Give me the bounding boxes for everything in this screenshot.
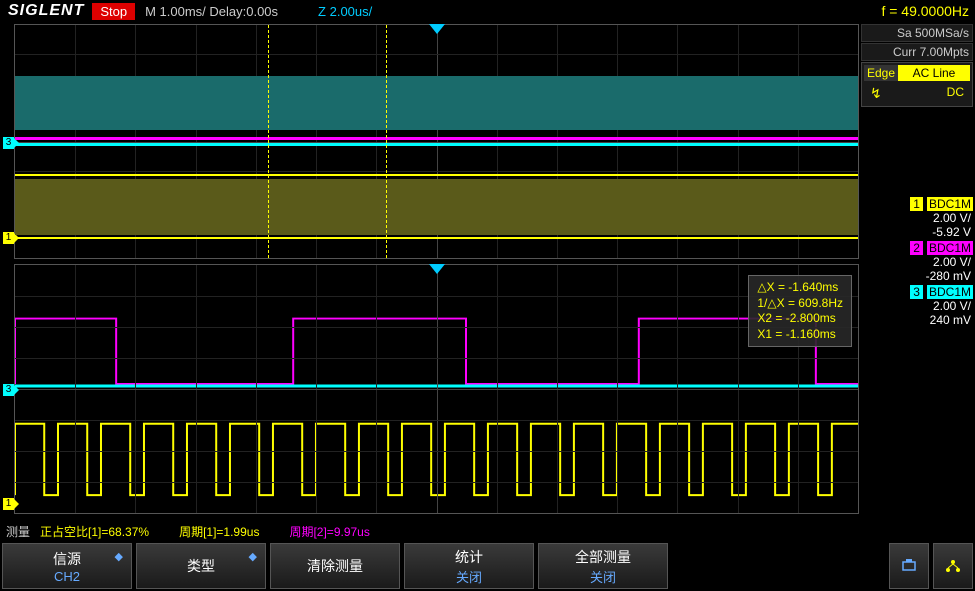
ch2-offset: -280 mV: [861, 269, 973, 283]
ch1-badge: 1: [910, 197, 923, 211]
ch2-info: 2 BDC1M 2.00 V/ -280 mV: [861, 241, 973, 283]
network-icon[interactable]: [933, 543, 973, 589]
trigger-mode-label: Edge: [864, 65, 898, 81]
zoom-readout: Z 2.00us/: [318, 4, 372, 19]
softkey-all-value: 关闭: [590, 567, 616, 586]
softkey-type[interactable]: ◆ 类型: [136, 543, 266, 589]
softkey-stats-label: 统计: [455, 547, 483, 567]
ch2-scale: 2.00 V/: [861, 255, 973, 269]
cursor-inv-dx: 1/△X = 609.8Hz: [757, 296, 843, 312]
softkey-source[interactable]: ◆ 信源 CH2: [2, 543, 132, 589]
ch2-badge: 2: [910, 241, 923, 255]
cursor-dx: △X = -1.640ms: [757, 280, 843, 296]
ch3-info: 3 BDC1M 2.00 V/ 240 mV: [861, 285, 973, 327]
ch1-offset: -5.92 V: [861, 225, 973, 239]
ch3-zero-marker-lower: 3: [3, 384, 14, 396]
trigger-source: AC Line: [898, 65, 970, 81]
softkey-all[interactable]: 全部测量 关闭: [538, 543, 668, 589]
cursor-readout: △X = -1.640ms 1/△X = 609.8Hz X2 = -2.800…: [748, 275, 852, 347]
cursor-x2[interactable]: [268, 25, 269, 258]
softkey-bar: ◆ 信源 CH2 ◆ 类型 清除测量 统计 关闭 全部测量 关闭: [2, 543, 973, 589]
lower-grid: [15, 265, 858, 513]
softkey-source-value: CH2: [54, 569, 80, 584]
softkey-clear[interactable]: 清除测量: [270, 543, 400, 589]
cursor-x1: X1 = -1.160ms: [757, 327, 843, 343]
softkey-type-label: 类型: [187, 556, 215, 576]
upper-waveform-area[interactable]: 3 1: [14, 24, 859, 259]
measure-2: 周期[1]=1.99us: [179, 523, 259, 540]
trigger-marker-lower: [429, 264, 445, 274]
trigger-coupling: DC: [947, 85, 964, 102]
ch1-info: 1 BDC1M 2.00 V/ -5.92 V: [861, 197, 973, 239]
logo: SIGLENT: [0, 2, 92, 20]
sample-rate: Sa 500MSa/s: [861, 24, 973, 42]
measure-label: 测量: [6, 523, 30, 540]
ch3-offset: 240 mV: [861, 313, 973, 327]
arrow-icon: ◆: [249, 550, 257, 563]
softkey-stats[interactable]: 统计 关闭: [404, 543, 534, 589]
timebase-readout: M 1.00ms/ Delay:0.00s: [145, 4, 278, 19]
usb-icon[interactable]: [889, 543, 929, 589]
measurement-bar: 测量 正占空比[1]=68.37% 周期[1]=1.99us 周期[2]=9.9…: [2, 521, 973, 541]
ch1-zero-marker-lower: 1: [3, 498, 14, 510]
ch1-scale: 2.00 V/: [861, 211, 973, 225]
measure-3: 周期[2]=9.97us: [289, 523, 369, 540]
cursor-x2: X2 = -2.800ms: [757, 311, 843, 327]
ch3-scale: 2.00 V/: [861, 299, 973, 313]
trigger-marker-upper: [429, 24, 445, 34]
ch1-zero-marker-upper: 1: [3, 232, 14, 244]
arrow-icon: ◆: [115, 550, 123, 563]
softkey-source-label: 信源: [53, 549, 81, 569]
ch1-coupling: BDC1M: [927, 197, 973, 211]
run-stop-badge: Stop: [92, 3, 135, 20]
softkey-all-label: 全部测量: [575, 547, 631, 567]
ch3-coupling: BDC1M: [927, 285, 973, 299]
softkey-stats-value: 关闭: [456, 567, 482, 586]
top-bar: SIGLENT Stop M 1.00ms/ Delay:0.00s Z 2.0…: [0, 0, 975, 22]
ch3-zero-marker-upper: 3: [3, 137, 14, 149]
rising-edge-icon: ↯: [870, 85, 882, 102]
softkey-clear-label: 清除测量: [307, 556, 363, 576]
right-info-panel: Sa 500MSa/s Curr 7.00Mpts Edge AC Line ↯…: [861, 24, 973, 329]
ch2-coupling: BDC1M: [927, 241, 973, 255]
mem-depth: Curr 7.00Mpts: [861, 43, 973, 61]
frequency-readout: f = 49.0000Hz: [881, 3, 969, 19]
lower-waveform-area[interactable]: 3 1 △X = -1.640ms 1/△X = 609.8Hz X2 = -2…: [14, 264, 859, 514]
cursor-x1[interactable]: [386, 25, 387, 258]
ch3-badge: 3: [910, 285, 923, 299]
measure-1: 正占空比[1]=68.37%: [40, 523, 149, 540]
trigger-box: Edge AC Line ↯ DC: [861, 62, 973, 107]
